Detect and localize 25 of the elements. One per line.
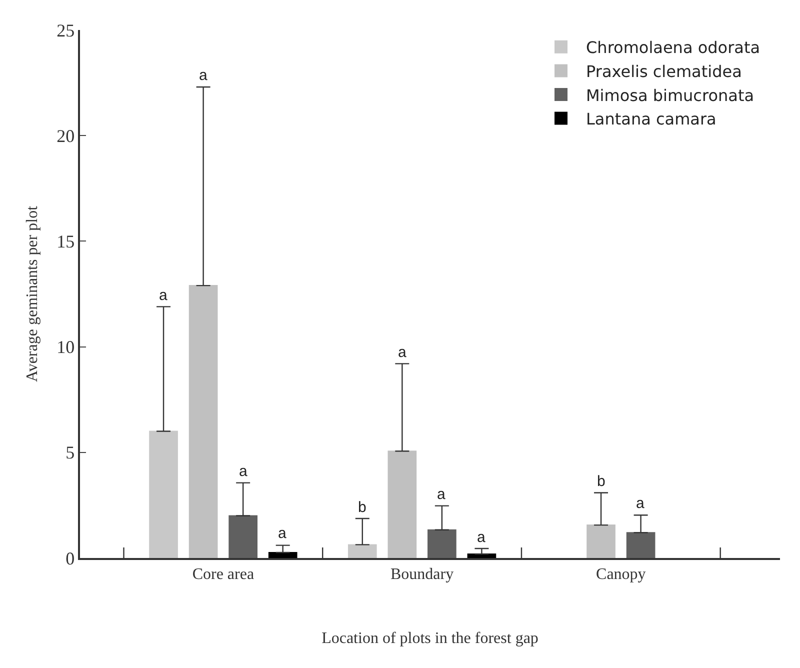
annotation: a xyxy=(159,287,168,304)
y-tick-label: 25 xyxy=(56,20,75,40)
x-tick-label: Boundary xyxy=(390,566,454,583)
x-axis-title: Location of plots in the forest gap xyxy=(322,630,538,648)
annotation: b xyxy=(358,499,366,516)
annotation: a xyxy=(636,495,645,512)
y-tick-label: 5 xyxy=(66,442,75,463)
annotation: a xyxy=(477,529,486,546)
annotation: a xyxy=(437,486,446,503)
legend-label: Chromolaena odorata xyxy=(586,38,760,58)
annotation: a xyxy=(398,344,407,361)
x-tick-label: Core area xyxy=(192,566,254,583)
y-tick-label: 0 xyxy=(66,548,75,568)
annotation: a xyxy=(199,67,208,84)
annotation: b xyxy=(597,473,606,490)
y-axis-title: Average geminants per plot xyxy=(24,205,42,382)
y-tick-label: 15 xyxy=(56,232,75,252)
legend-label: Praxelis clematidea xyxy=(586,62,742,81)
annotation: a xyxy=(239,463,248,480)
legend-label: Mimosa bimucronata xyxy=(586,86,754,105)
legend-label: Lantana camara xyxy=(586,110,716,129)
y-tick-label: 10 xyxy=(56,337,75,358)
y-tick-label: 20 xyxy=(56,126,75,146)
x-tick-label: Canopy xyxy=(596,566,646,583)
annotation: a xyxy=(278,525,287,542)
